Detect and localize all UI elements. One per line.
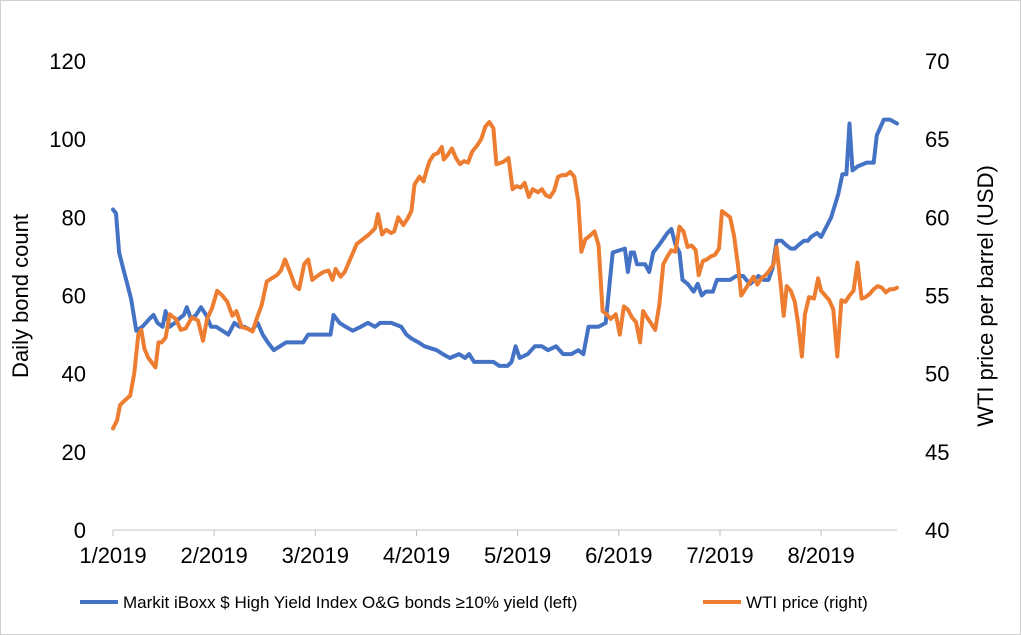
x-tick-label: 8/2019 [787, 543, 854, 568]
right-axis-title: WTI price per barrel (USD) [973, 165, 998, 427]
legend-label-bond-count: Markit iBoxx $ High Yield Index O&G bond… [123, 593, 577, 612]
series-line-bond-count [111, 117, 899, 368]
left-tick-label: 60 [62, 284, 86, 309]
right-tick-label: 45 [925, 440, 949, 465]
right-tick-label: 40 [925, 518, 949, 543]
x-tick-label: 5/2019 [484, 543, 551, 568]
right-tick-label: 60 [925, 205, 949, 230]
x-tick-label: 2/2019 [181, 543, 248, 568]
left-tick-label: 80 [62, 205, 86, 230]
x-axis-ticks: 1/2019 2/2019 3/2019 4/2019 5/2019 6/2019 7/20… [79, 530, 855, 568]
x-tick-label: 1/2019 [79, 543, 146, 568]
x-tick-label: 7/2019 [686, 543, 753, 568]
left-tick-label: 120 [49, 49, 86, 74]
left-tick-label: 20 [62, 440, 86, 465]
right-axis-ticks: 40 45 50 55 60 65 70 [925, 49, 949, 543]
legend-label-wti-price: WTI price (right) [746, 593, 868, 612]
x-tick-label: 3/2019 [282, 543, 349, 568]
plot-area [111, 117, 899, 531]
left-tick-label: 40 [62, 362, 86, 387]
left-tick-label: 0 [74, 518, 86, 543]
legend: Markit iBoxx $ High Yield Index O&G bond… [80, 593, 868, 612]
right-tick-label: 65 [925, 127, 949, 152]
x-tick-label: 6/2019 [585, 543, 652, 568]
left-axis-title: Daily bond count [8, 214, 33, 378]
series-line-wti-price [111, 120, 899, 431]
left-tick-label: 100 [49, 127, 86, 152]
right-tick-label: 50 [925, 362, 949, 387]
right-tick-label: 55 [925, 284, 949, 309]
right-tick-label: 70 [925, 49, 949, 74]
left-axis-ticks: 0 20 40 60 80 100 120 [49, 49, 86, 543]
x-tick-label: 4/2019 [383, 543, 450, 568]
